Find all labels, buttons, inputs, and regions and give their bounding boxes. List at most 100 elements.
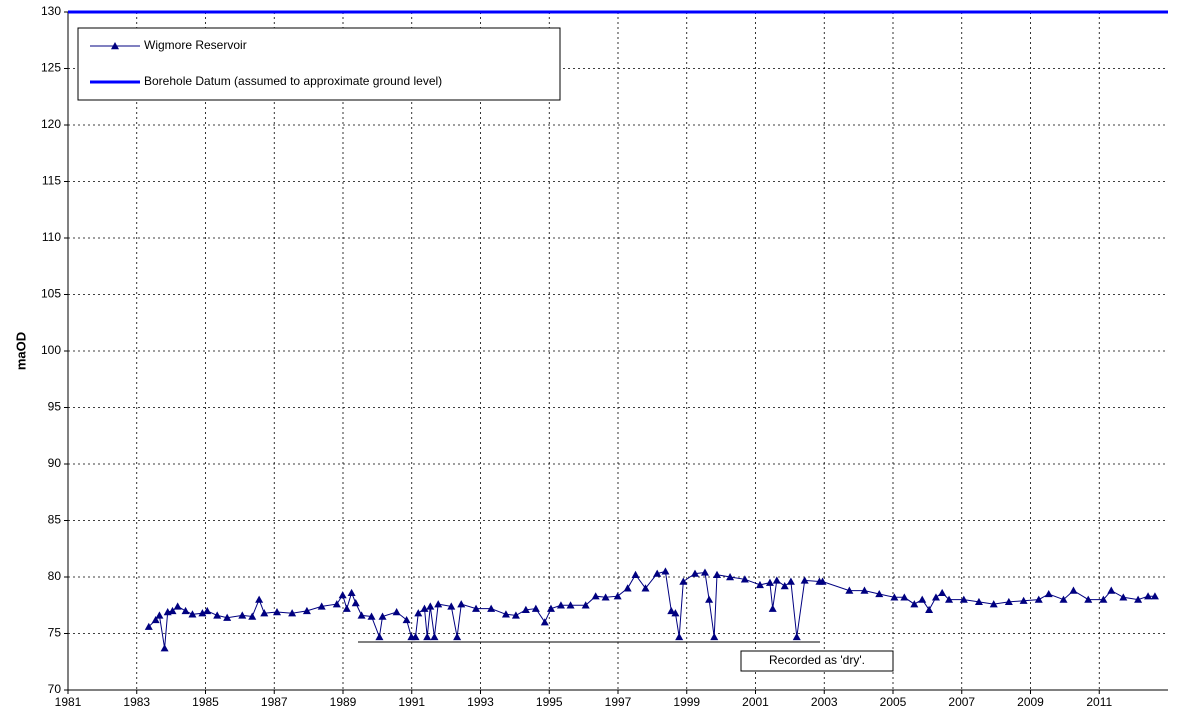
x-tick-label: 2005 bbox=[880, 695, 907, 709]
annotation: Recorded as 'dry'. bbox=[769, 653, 865, 667]
data-point bbox=[860, 586, 869, 594]
x-tick-label: 1987 bbox=[261, 695, 288, 709]
data-point bbox=[453, 632, 462, 641]
data-point bbox=[671, 609, 680, 617]
data-point bbox=[768, 604, 777, 612]
data-point bbox=[198, 609, 207, 617]
y-tick-label: 95 bbox=[48, 400, 62, 414]
data-point bbox=[546, 604, 555, 612]
legend-marker bbox=[111, 42, 119, 50]
data-point bbox=[989, 600, 998, 608]
data-point bbox=[423, 632, 432, 641]
data-point bbox=[918, 595, 927, 603]
data-point bbox=[661, 567, 670, 575]
data-point bbox=[168, 606, 177, 615]
data-point bbox=[213, 611, 222, 619]
data-point bbox=[938, 588, 947, 597]
data-point bbox=[1150, 592, 1159, 600]
data-point bbox=[1119, 593, 1128, 601]
data-point bbox=[691, 569, 699, 577]
data-point bbox=[347, 588, 356, 597]
data-point bbox=[351, 598, 360, 607]
data-point bbox=[1069, 586, 1078, 594]
data-point bbox=[181, 606, 190, 615]
data-point bbox=[203, 606, 212, 615]
data-point bbox=[238, 611, 247, 619]
data-point bbox=[160, 644, 169, 652]
data-point bbox=[447, 602, 456, 610]
data-point bbox=[792, 632, 801, 641]
data-point bbox=[155, 611, 164, 619]
y-axis-label: maOD bbox=[13, 332, 28, 370]
data-point bbox=[755, 580, 764, 589]
x-tick-label: 2009 bbox=[1017, 695, 1044, 709]
data-point bbox=[1034, 595, 1043, 603]
data-point bbox=[566, 601, 575, 609]
plot: 70 75 80 85 90 95 100 105 110 115 120 125 130 1981 198… bbox=[41, 4, 1168, 709]
data-point bbox=[411, 632, 420, 641]
data-point bbox=[173, 602, 182, 610]
data-point bbox=[1004, 597, 1013, 606]
y-tick-label: 130 bbox=[41, 4, 61, 18]
data-point bbox=[705, 595, 714, 603]
data-point bbox=[188, 610, 197, 618]
x-tick-label: 2007 bbox=[948, 695, 975, 709]
legend-label: Borehole Datum (assumed to approximate g… bbox=[144, 74, 442, 88]
y-tick-label: 125 bbox=[41, 61, 61, 75]
data-point bbox=[613, 592, 622, 600]
data-point bbox=[667, 606, 676, 615]
data-point bbox=[959, 595, 968, 603]
data-point bbox=[367, 612, 376, 620]
data-point bbox=[338, 591, 347, 599]
y-tick-label: 110 bbox=[42, 230, 61, 244]
data-point bbox=[487, 604, 496, 612]
data-point bbox=[302, 606, 311, 615]
legend-label: Wigmore Reservoir bbox=[144, 38, 247, 52]
y-tick-label: 80 bbox=[48, 569, 62, 583]
data-point bbox=[726, 573, 735, 581]
data-point bbox=[900, 593, 909, 601]
x-tick-label: 1991 bbox=[398, 695, 425, 709]
data-point bbox=[402, 615, 411, 624]
data-point bbox=[675, 632, 684, 641]
data-point bbox=[357, 611, 366, 619]
annotation-box bbox=[740, 650, 894, 672]
data-point bbox=[1019, 596, 1028, 604]
data-point bbox=[248, 612, 257, 620]
data-point bbox=[591, 592, 600, 600]
data-point bbox=[1134, 595, 1143, 603]
data-point bbox=[1107, 586, 1116, 594]
data-point bbox=[931, 593, 940, 601]
x-tick-label: 1983 bbox=[123, 695, 150, 709]
data-point bbox=[1084, 595, 1093, 603]
data-point bbox=[434, 600, 443, 608]
data-point bbox=[875, 589, 884, 598]
data-point bbox=[378, 612, 387, 620]
data-point bbox=[890, 593, 899, 601]
x-tick-label: 2003 bbox=[811, 695, 838, 709]
data-point bbox=[700, 568, 709, 576]
x-tick-label: 2001 bbox=[742, 695, 769, 709]
data-point bbox=[780, 582, 789, 590]
data-point bbox=[255, 595, 264, 603]
data-point bbox=[556, 601, 565, 609]
data-point bbox=[342, 604, 351, 612]
data-point bbox=[641, 584, 650, 592]
x-tick-label: 2011 bbox=[1086, 695, 1112, 709]
y-tick-label: 75 bbox=[48, 626, 62, 640]
data-point bbox=[772, 576, 781, 584]
data-point bbox=[818, 577, 827, 585]
data-point bbox=[740, 575, 749, 583]
data-point bbox=[151, 615, 160, 624]
data-point bbox=[945, 595, 954, 603]
data-point bbox=[392, 608, 401, 616]
data-point bbox=[800, 576, 809, 584]
data-point bbox=[144, 622, 153, 630]
data-point bbox=[521, 605, 530, 613]
x-tick-label: 1993 bbox=[467, 695, 494, 709]
x-tick-label: 1981 bbox=[55, 695, 82, 709]
data-point bbox=[531, 604, 540, 612]
y-tick-label: 70 bbox=[48, 682, 62, 696]
